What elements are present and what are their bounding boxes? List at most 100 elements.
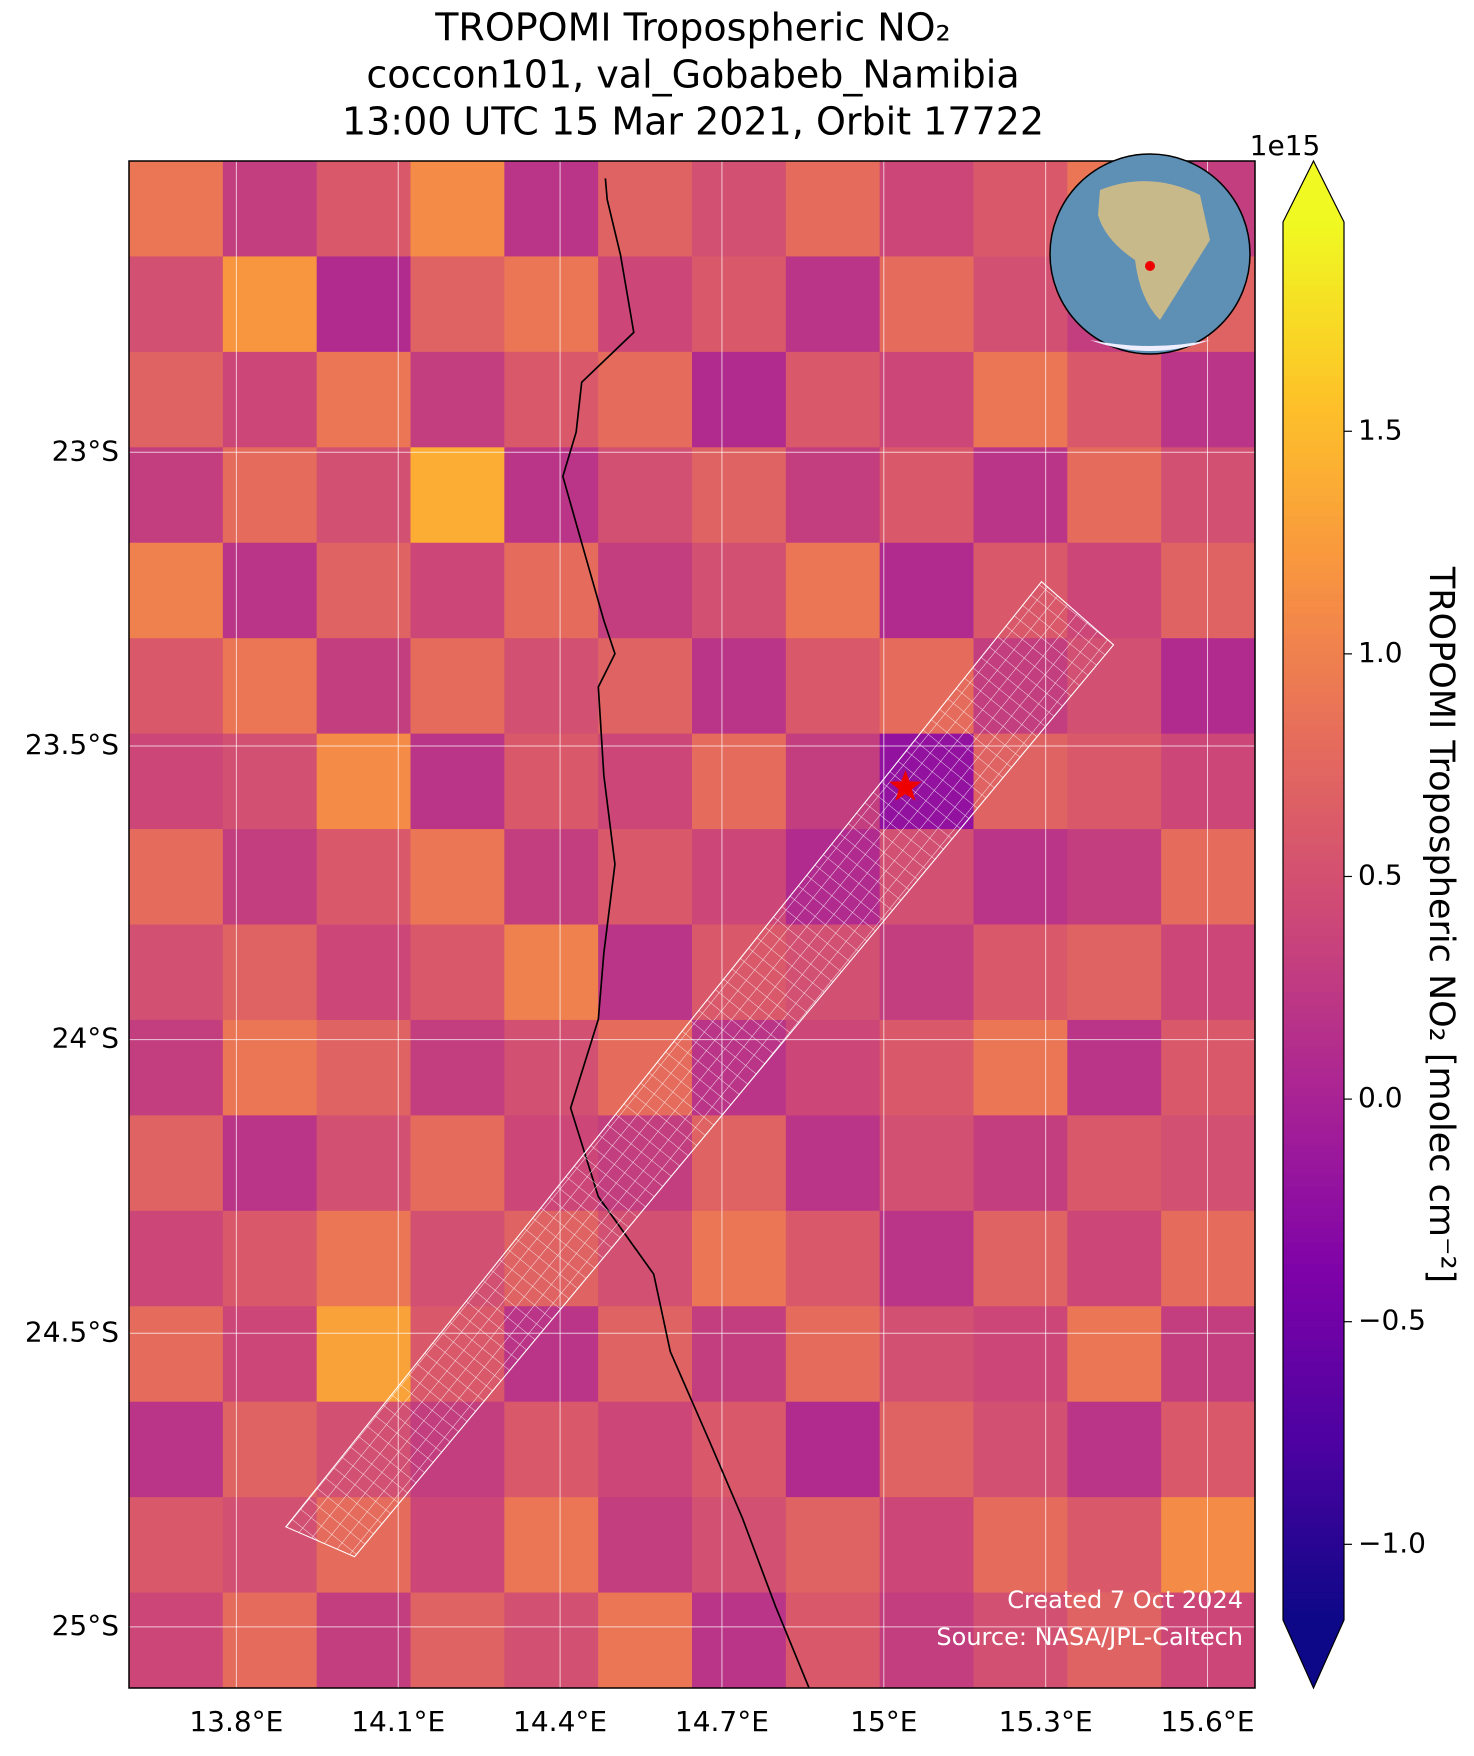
cell (879, 1592, 974, 1688)
colorbar-segment (1283, 1599, 1344, 1607)
colorbar-segment (1283, 571, 1344, 580)
colorbar-segment (1283, 823, 1344, 831)
colorbar-segment (1283, 1277, 1344, 1286)
cell (785, 1401, 881, 1498)
cell (316, 542, 411, 639)
colorbar-segment (1283, 340, 1344, 349)
colorbar-segment (1283, 655, 1344, 663)
colorbar-segment (1283, 1473, 1344, 1481)
colorbar-tick-label: −0.5 (1358, 1304, 1426, 1337)
x-tick-label: 14.1°E (351, 1705, 445, 1738)
colorbar-segment (1283, 1361, 1344, 1369)
cell (785, 256, 881, 353)
cell (785, 1210, 881, 1307)
cell (1161, 1115, 1255, 1212)
colorbar-segment (1283, 1424, 1344, 1432)
cell (504, 447, 599, 544)
cell (785, 542, 881, 639)
colorbar-segment (1283, 1543, 1344, 1551)
colorbar-segment (1283, 1249, 1344, 1258)
colorbar-segment (1283, 1578, 1344, 1586)
cell (1067, 351, 1162, 448)
cell (879, 351, 974, 448)
colorbar-segment (1283, 969, 1344, 978)
cell (785, 1592, 881, 1688)
colorbar-segment (1283, 501, 1344, 510)
cell (316, 638, 411, 735)
colorbar-segment (1283, 941, 1344, 950)
colorbar-segment (1283, 1396, 1344, 1404)
cell (410, 1497, 505, 1594)
colorbar-segment (1283, 312, 1344, 321)
colorbar-segment (1283, 879, 1344, 887)
cell (316, 1019, 411, 1116)
colorbar-segment (1283, 1137, 1344, 1146)
colorbar-segment (1283, 284, 1344, 293)
credit: Created 7 Oct 2024 (1007, 1586, 1243, 1614)
cell (879, 924, 974, 1021)
colorbar-segment (1283, 242, 1344, 251)
cell (1067, 733, 1162, 830)
colorbar-segment (1283, 1403, 1344, 1411)
y-tick-label: 24°S (52, 1022, 119, 1055)
colorbar-segment (1283, 1557, 1344, 1565)
colorbar-segment (1283, 816, 1344, 824)
cell (129, 1306, 224, 1403)
colorbar-segment (1283, 1130, 1344, 1139)
x-tick-label: 15.3°E (999, 1705, 1093, 1738)
cell (785, 351, 881, 448)
swath (284, 580, 1115, 1558)
cell (598, 447, 693, 544)
cell (316, 733, 411, 830)
cell (222, 256, 318, 353)
cell (316, 1306, 411, 1403)
colorbar-segment (1283, 1235, 1344, 1244)
colorbar-segment (1283, 753, 1344, 761)
colorbar-segment (1283, 1501, 1344, 1509)
cell (1067, 1401, 1162, 1498)
colorbar-segment (1283, 1312, 1344, 1321)
colorbar-segment (1283, 396, 1344, 405)
y-tick-label: 23°S (52, 434, 119, 467)
cell (222, 1115, 318, 1212)
cell (879, 1210, 974, 1307)
cell (222, 1210, 318, 1307)
cell (1067, 1210, 1162, 1307)
colorbar-segment (1283, 1186, 1344, 1195)
colorbar-segment (1283, 1508, 1344, 1516)
colorbar-segment (1283, 424, 1344, 433)
cell (1161, 1592, 1255, 1688)
colorbar-segment (1283, 627, 1344, 636)
colorbar-segment (1283, 1074, 1344, 1083)
cell (879, 447, 974, 544)
colorbar-segment (1283, 641, 1344, 649)
cell (504, 829, 599, 925)
cell (129, 1115, 224, 1212)
colorbar-segment (1283, 389, 1344, 398)
colorbar-segment (1283, 578, 1344, 587)
colorbar-segment (1283, 997, 1344, 1006)
colorbar-segment (1283, 634, 1344, 642)
colorbar-segment (1283, 410, 1344, 419)
cell (879, 1306, 974, 1403)
colorbar-frame (1282, 159, 1345, 1690)
colorbar-segment (1283, 1039, 1344, 1048)
title-line: 13:00 UTC 15 Mar 2021, Orbit 17722 (342, 100, 1044, 144)
colorbar-segment (1283, 676, 1344, 684)
cell (410, 161, 505, 257)
colorbar-tick-label: 1.5 (1358, 413, 1403, 446)
cell (879, 161, 974, 257)
colorbar-segment (1283, 543, 1344, 552)
cell (598, 351, 693, 448)
colorbar-segment (1283, 1382, 1344, 1390)
cell (692, 1306, 787, 1403)
colorbar-segment (1283, 865, 1344, 873)
cell (222, 733, 318, 830)
cell (129, 1497, 224, 1594)
colorbar-segment (1283, 1053, 1344, 1062)
colorbar-segment (1283, 1046, 1344, 1055)
colorbar-segment (1283, 305, 1344, 314)
colorbar-segment (1283, 1179, 1344, 1188)
colorbar-segment (1283, 1018, 1344, 1027)
colorbar-segment (1283, 1207, 1344, 1216)
